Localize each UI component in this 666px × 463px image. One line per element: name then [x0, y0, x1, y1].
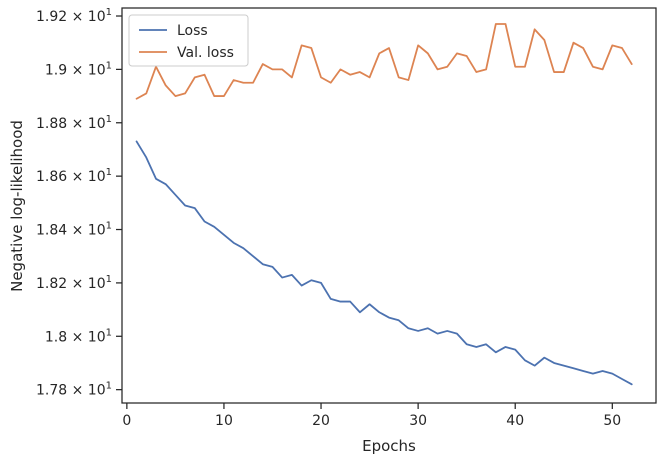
- y-tick-mantissa: 1.9: [45, 62, 67, 78]
- y-tick-label: 1.86 × 101: [36, 167, 112, 185]
- y-tick-base: 10: [88, 116, 106, 132]
- x-tick-label: 30: [409, 413, 427, 429]
- legend-label-loss: Loss: [177, 23, 208, 39]
- x-tick-label: 50: [603, 413, 621, 429]
- y-tick-base: 10: [88, 169, 106, 185]
- y-tick-base: 10: [88, 9, 106, 25]
- x-tick-label: 20: [312, 413, 330, 429]
- y-tick-mantissa: 1.78: [36, 383, 67, 399]
- y-tick-base: 10: [88, 62, 106, 78]
- y-tick-exponent: 1: [106, 7, 112, 18]
- x-tick-label: 10: [215, 413, 233, 429]
- legend-label-val-loss: Val. loss: [177, 45, 234, 61]
- y-tick-base: 10: [88, 329, 106, 345]
- y-tick-mantissa: 1.82: [36, 276, 67, 292]
- y-tick-label: 1.88 × 101: [36, 114, 112, 132]
- y-tick-exponent: 1: [106, 167, 112, 178]
- y-tick-exponent: 1: [106, 221, 112, 232]
- series-lines: [135, 23, 633, 386]
- y-tick-mantissa: 1.92: [36, 9, 67, 25]
- series-line-val-loss: [135, 23, 633, 100]
- y-tick-label: 1.84 × 101: [36, 221, 112, 239]
- x-tick-label: 40: [506, 413, 524, 429]
- legend: Loss Val. loss: [128, 14, 249, 67]
- x-tick-label: 0: [122, 413, 131, 429]
- y-tick-mantissa: 1.8: [45, 329, 67, 345]
- y-tick-mantissa: 1.88: [36, 116, 67, 132]
- y-axis-label: Negative log-likelihood: [8, 120, 26, 292]
- y-tick-mantissa: 1.84: [36, 223, 67, 239]
- y-tick-label: 1.8 × 101: [45, 327, 112, 345]
- y-tick-mantissa: 1.86: [36, 169, 67, 185]
- y-tick-exponent: 1: [106, 327, 112, 338]
- legend-box: [128, 14, 249, 67]
- y-tick-label: 1.78 × 101: [36, 381, 112, 399]
- y-tick-label: 1.82 × 101: [36, 274, 112, 292]
- x-axis-label: Epochs: [362, 437, 416, 455]
- plot-frame: [121, 7, 657, 404]
- series-line-loss: [135, 140, 633, 386]
- y-tick-base: 10: [88, 383, 106, 399]
- x-axis: 0 10 20 30 40 50: [122, 403, 621, 429]
- y-tick-exponent: 1: [106, 381, 112, 392]
- y-tick-base: 10: [88, 223, 106, 239]
- y-tick-base: 10: [88, 276, 106, 292]
- y-tick-label: 1.9 × 101: [45, 60, 112, 78]
- y-tick-exponent: 1: [106, 60, 112, 71]
- y-tick-exponent: 1: [106, 114, 112, 125]
- y-tick-exponent: 1: [106, 274, 112, 285]
- y-tick-label: 1.92 × 101: [36, 7, 112, 25]
